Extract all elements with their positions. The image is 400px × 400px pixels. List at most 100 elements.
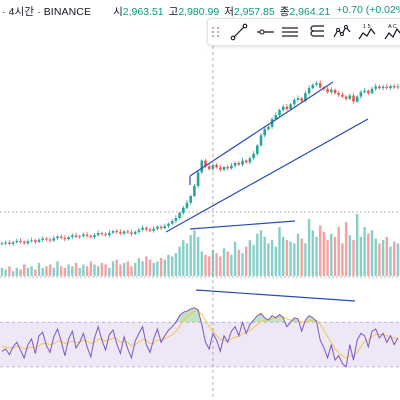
volume-bar	[381, 240, 385, 276]
candle-body	[115, 231, 118, 233]
candle-body	[359, 92, 363, 97]
volume-bar	[237, 249, 240, 276]
elliott-wave-tool[interactable]: 1 5	[355, 21, 381, 43]
volume-bar	[0, 267, 4, 276]
parallel-channel-tool[interactable]	[277, 21, 303, 43]
volume-bar	[267, 243, 270, 276]
volume-bar	[171, 256, 174, 276]
volume-bar	[285, 240, 289, 276]
rsi-band	[0, 321, 400, 368]
candle-body	[30, 240, 33, 242]
volume-bar	[348, 235, 351, 276]
candle-body	[389, 86, 392, 89]
volume-bar	[219, 256, 222, 276]
volume-bar	[341, 243, 344, 276]
candle-body	[52, 238, 56, 241]
candle-body	[78, 236, 81, 238]
long-position-icon	[310, 25, 325, 37]
candle-body	[256, 145, 259, 154]
volume-bar	[4, 269, 7, 276]
candle-body	[96, 233, 100, 236]
candle-body	[167, 223, 170, 227]
volume-bar	[26, 267, 30, 276]
volume-bar	[137, 258, 141, 276]
candle-body	[22, 241, 26, 244]
candle-body	[348, 95, 352, 99]
candle-body	[289, 104, 292, 110]
rsi-divergence-line	[195, 289, 356, 302]
candle-body	[82, 234, 85, 237]
candle-body	[137, 229, 141, 232]
candle-body	[352, 95, 355, 102]
candle-body	[163, 226, 167, 229]
symbol-header: · 4시간 · BINANCE 시2,963.51 고2,980.99 저2,9…	[0, 0, 400, 22]
volume-bar	[34, 269, 37, 276]
volume-bar	[130, 266, 133, 276]
candle-body	[241, 160, 244, 165]
volume-bar	[200, 251, 203, 276]
volume-bar	[167, 254, 170, 276]
candle-body	[374, 86, 377, 89]
candle-body	[315, 83, 318, 85]
rsi-line	[1, 307, 399, 368]
volume-bar	[78, 267, 81, 276]
candle-body	[307, 88, 311, 94]
candle-body	[244, 160, 248, 163]
candle-body	[396, 86, 400, 88]
volume-bar	[196, 236, 200, 276]
volume-bar	[111, 261, 115, 276]
candle-body	[196, 172, 200, 186]
volume-bar	[326, 240, 329, 276]
volume-bar	[141, 261, 144, 276]
candle-body	[93, 235, 96, 238]
volume-bar	[126, 261, 129, 276]
candle-body	[285, 106, 289, 110]
candle-body	[37, 239, 41, 242]
drag-handle-icon[interactable]	[212, 24, 220, 40]
trend-line-tool[interactable]	[226, 21, 252, 43]
candle-body	[189, 196, 192, 203]
volume-bar	[189, 235, 192, 276]
candle-body	[85, 234, 89, 236]
candle-body	[215, 165, 218, 168]
candle-body	[108, 232, 111, 236]
volume-bar	[145, 256, 148, 276]
volume-bar	[100, 262, 104, 276]
low-value: 저2,957.85	[224, 5, 275, 18]
volume-bar	[156, 261, 159, 276]
symbol-title[interactable]: · 4시간 · BINANCE	[2, 5, 92, 18]
candle-body	[159, 226, 163, 229]
volume-bar	[296, 233, 300, 276]
volume-bar	[163, 259, 166, 276]
volume-bar	[359, 236, 363, 276]
candle-body	[281, 106, 285, 111]
volume-bar	[85, 266, 89, 276]
volume-bar	[182, 240, 185, 276]
volume-bar	[282, 236, 285, 276]
candle-body	[0, 243, 4, 245]
high-value: 고2,980.99	[168, 5, 220, 18]
long-position-tool[interactable]	[303, 21, 329, 43]
change-value: +0.70 (+0.02%)	[336, 3, 400, 16]
candle-body	[174, 217, 178, 221]
volume-bar	[252, 245, 255, 276]
abcd-pattern-icon: A C	[384, 24, 400, 40]
abcd-pattern-tool[interactable]: A C	[380, 21, 400, 43]
volume-bar	[89, 261, 92, 276]
parallel-channel-icon	[282, 27, 299, 37]
horizontal-ray-tool[interactable]	[252, 21, 278, 43]
open-value: 시2,963.51	[113, 5, 164, 18]
candle-body	[156, 226, 159, 229]
user-drawings[interactable]	[165, 81, 369, 302]
candle-body	[104, 234, 107, 236]
volume-bars	[0, 214, 400, 276]
volume-bar	[108, 267, 111, 276]
rsi-indicator	[1, 307, 399, 368]
volume-bar	[315, 236, 318, 276]
volume-bar	[67, 264, 70, 276]
candle-body	[204, 160, 207, 167]
volume-bar	[374, 238, 377, 276]
xabcd-pattern-tool[interactable]	[329, 21, 355, 43]
